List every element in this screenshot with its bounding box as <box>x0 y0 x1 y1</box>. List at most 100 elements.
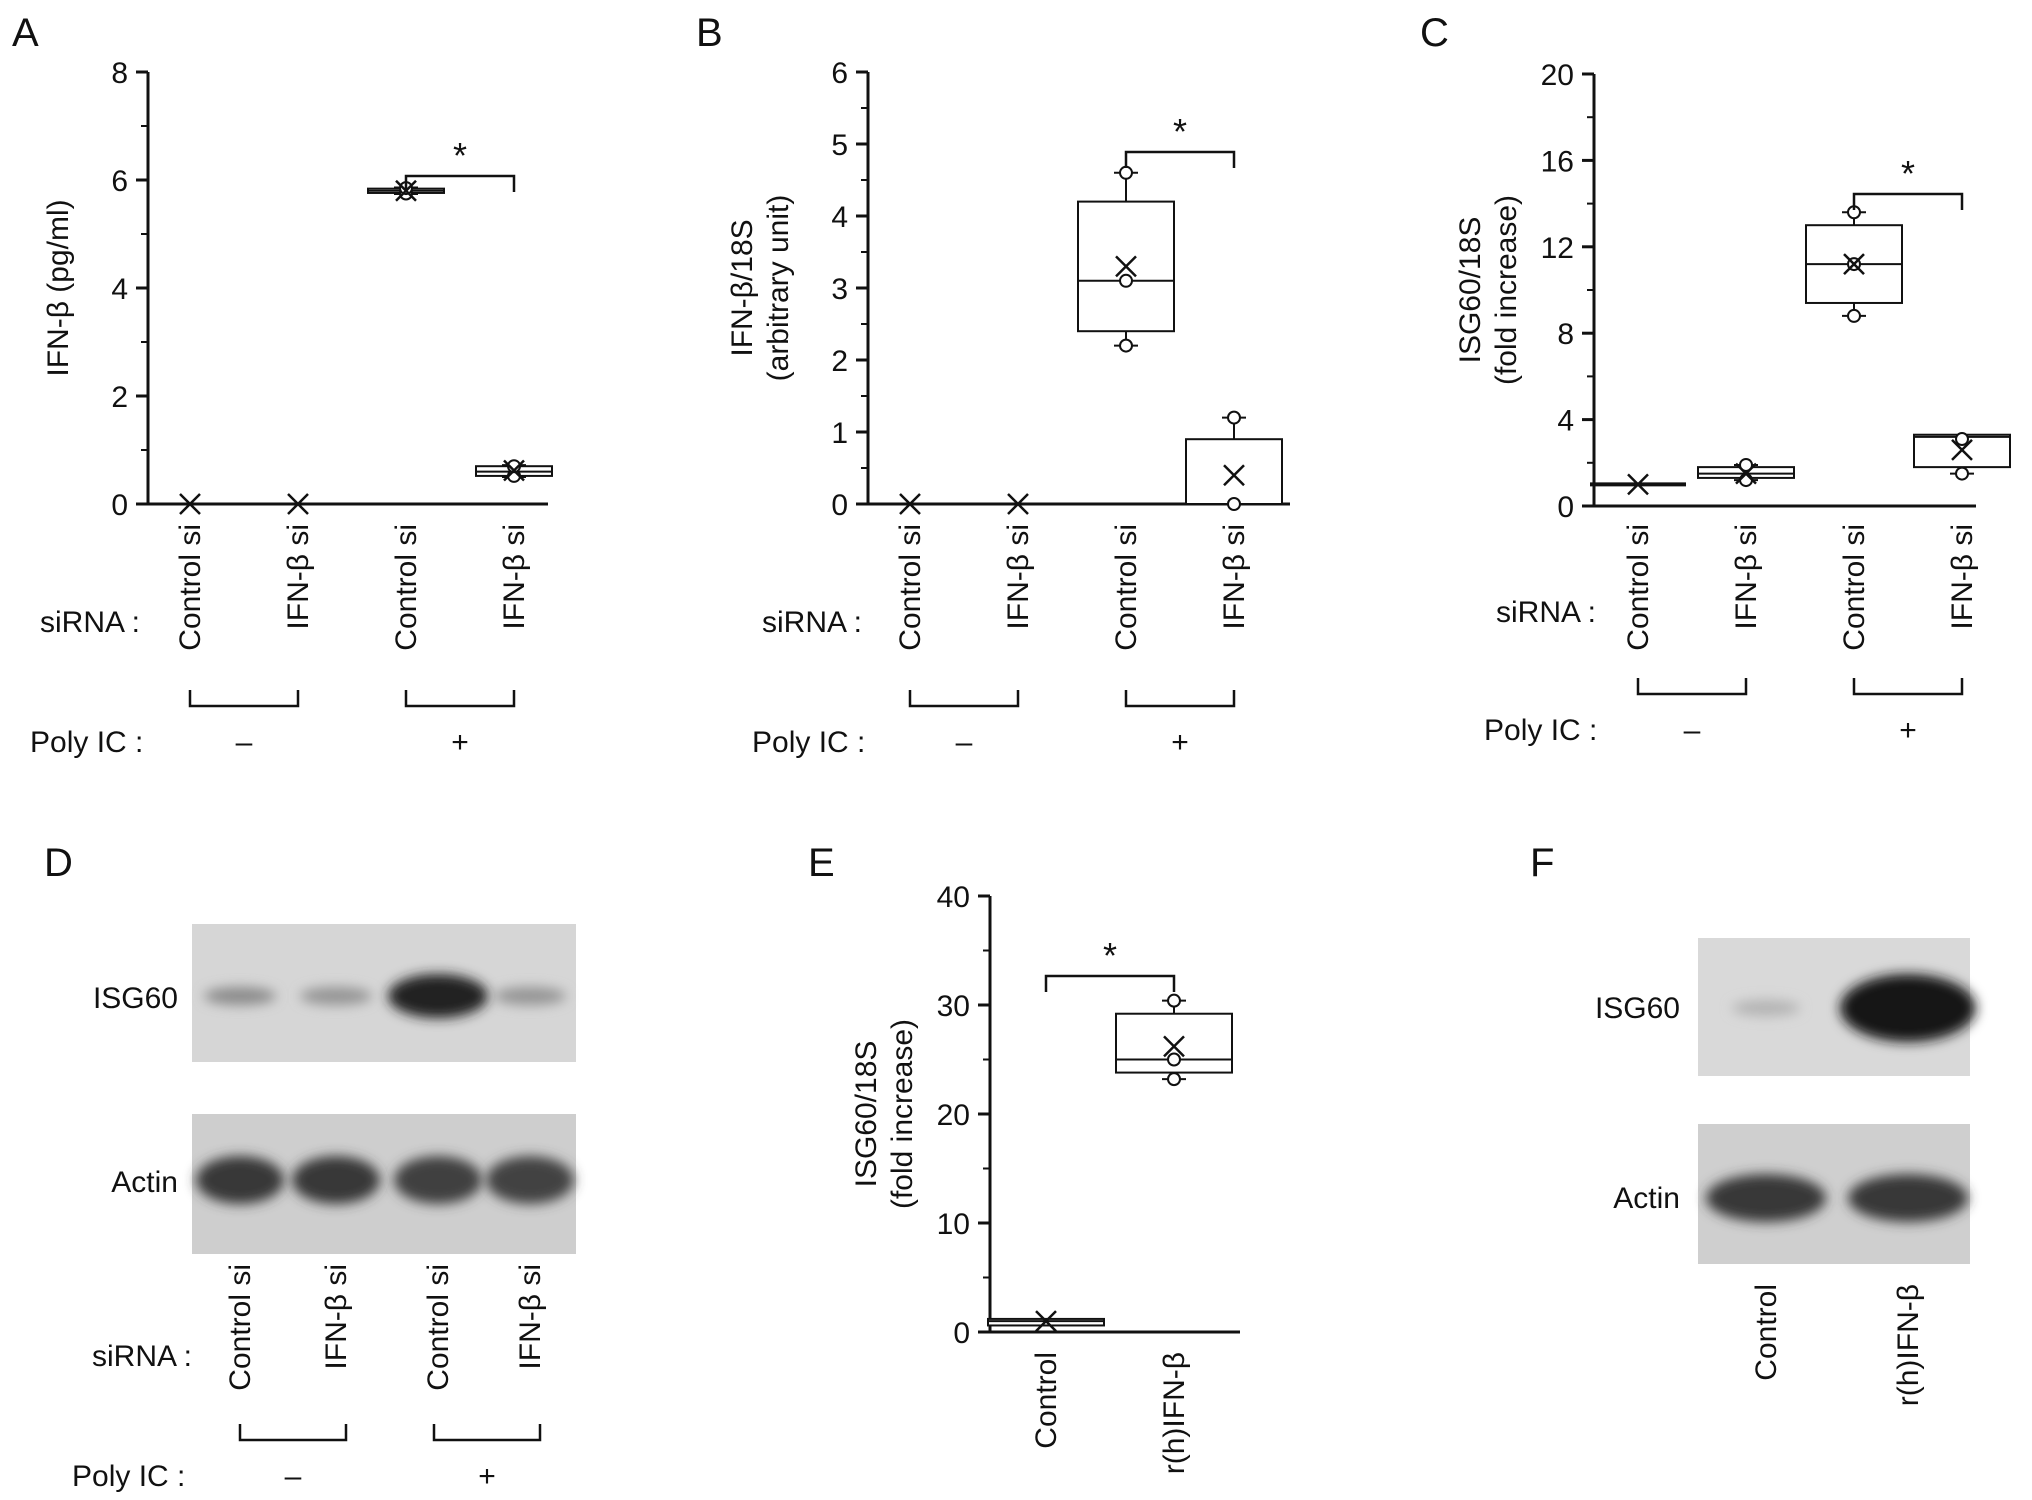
sirna-label-b: siRNA : <box>762 606 862 639</box>
mean-marker <box>503 459 525 482</box>
y-tick-label-b: 2 <box>831 345 848 378</box>
blot-f-actin-label: Actin <box>1613 1182 1680 1215</box>
category-label-e: r(h)IFN-β <box>1158 1352 1191 1474</box>
lane-label-f: Control <box>1750 1284 1783 1381</box>
category-label-a: Control si <box>174 524 207 651</box>
actin-band-d <box>394 1156 482 1204</box>
y-tick-label-e: 20 <box>937 1099 970 1132</box>
polyic-sign-c: + <box>1899 714 1917 747</box>
y-tick-label-b: 3 <box>831 273 848 306</box>
y-axis-label-a: IFN-β (pg/ml) <box>42 199 75 376</box>
y-tick-label-c: 16 <box>1541 145 1574 178</box>
panel-label-a: A <box>12 11 39 55</box>
group-bracket-a <box>188 690 300 708</box>
blot-d-actin-label: Actin <box>111 1166 178 1199</box>
box-e-2 <box>1115 993 1233 1087</box>
actin-band-f <box>1706 1174 1826 1222</box>
lane-label-d: Control si <box>422 1264 455 1391</box>
y-tick-label-a: 8 <box>111 57 128 90</box>
actin-band-d <box>196 1156 284 1204</box>
y-tick-label-b: 1 <box>831 417 848 450</box>
category-label-b: Control si <box>894 524 927 651</box>
box-c-1 <box>1590 473 1686 496</box>
chart-a: 0 2 4 6 8 IFN-β (pg/ml) * Control si IFN-β si Con… <box>42 57 553 759</box>
box-b-3 <box>1077 165 1175 353</box>
isg60-band-d <box>300 987 372 1005</box>
chart-c: 0 4 8 12 16 20 ISG60/18S (fold increase) * Contro… <box>1454 59 2011 747</box>
y-tick-label-e: 0 <box>953 1317 970 1350</box>
chart-b-labels: siRNA : Poly IC : <box>752 606 865 759</box>
lane-label-f: r(h)IFN-β <box>1892 1284 1925 1406</box>
y-axis-label2-c: (fold increase) <box>1490 195 1523 385</box>
data-point <box>1167 993 1181 1008</box>
polyic-label-b: Poly IC : <box>752 726 865 759</box>
polyic-sign-b: + <box>1171 726 1189 759</box>
sirna-label-d: siRNA : <box>92 1340 192 1373</box>
box-b-1 <box>899 493 921 515</box>
mean-marker <box>1035 1310 1057 1332</box>
data-point <box>1227 410 1241 425</box>
polyic-sign-a: – <box>236 726 253 759</box>
actin-band-d <box>292 1156 380 1204</box>
group-bracket-c <box>1636 678 1748 696</box>
mean-marker <box>287 493 309 515</box>
data-point <box>1119 273 1133 288</box>
panel-label-b: B <box>696 11 723 55</box>
mean-marker <box>1163 1035 1185 1058</box>
y-axis-label-e: ISG60/18S <box>850 1041 883 1188</box>
y-tick-label-c: 20 <box>1541 59 1574 92</box>
category-label-e: Control <box>1030 1352 1063 1449</box>
y-tick-label-c: 12 <box>1541 232 1574 265</box>
category-label-c: Control si <box>1622 524 1655 651</box>
mean-marker <box>1843 253 1865 275</box>
chart-c-labels: siRNA : Poly IC : <box>1484 596 1597 747</box>
actin-band-f <box>1848 1174 1968 1222</box>
data-point <box>1167 1052 1181 1067</box>
polyic-label-d: Poly IC : <box>72 1460 185 1493</box>
isg60-band-d <box>388 974 488 1018</box>
box-a-1 <box>179 493 201 515</box>
mean-marker <box>1223 464 1245 487</box>
y-tick-label-a: 4 <box>111 273 128 306</box>
sirna-label-a: siRNA : <box>40 606 140 639</box>
mean-marker <box>1735 462 1757 485</box>
blot-d-isg60-label: ISG60 <box>93 982 178 1015</box>
mean-marker <box>1007 493 1029 515</box>
significance-star-a: * <box>453 135 467 176</box>
category-label-b: IFN-β si <box>1002 524 1035 630</box>
box-b-2 <box>1007 493 1029 515</box>
y-tick-label-b: 5 <box>831 129 848 162</box>
chart-b: 0 1 2 3 4 5 6 IFN-β/18S (arbitrary unit) * Control… <box>726 57 1290 759</box>
lane-label-d: IFN-β si <box>320 1264 353 1370</box>
y-tick-label-b: 4 <box>831 201 848 234</box>
blot-f: ISG60 Actin Control r(h)IFN-β <box>1595 938 1976 1406</box>
lane-label-d: Control si <box>224 1264 257 1391</box>
box-c-4 <box>1913 432 2011 481</box>
y-tick-label-b: 0 <box>831 489 848 522</box>
group-bracket-b <box>1124 690 1236 708</box>
data-point <box>1119 338 1133 353</box>
polyic-sign-b: – <box>956 726 973 759</box>
category-label-a: IFN-β si <box>282 524 315 630</box>
isg60-band-d <box>204 987 276 1005</box>
group-bracket-c <box>1852 678 1964 696</box>
chart-a-labels: siRNA : Poly IC : <box>30 606 143 759</box>
significance-bracket-a <box>404 174 516 192</box>
polyic-label-a: Poly IC : <box>30 726 143 759</box>
actin-band-d <box>486 1156 574 1204</box>
y-axis-label2-b: (arbitrary unit) <box>762 195 795 382</box>
category-label-c: Control si <box>1838 524 1871 651</box>
category-label-b: Control si <box>1110 524 1143 651</box>
panel-label-c: C <box>1420 11 1449 55</box>
mean-marker <box>1951 438 1973 461</box>
mean-marker <box>179 493 201 515</box>
group-bracket-a <box>404 690 516 708</box>
y-axis-label-b: IFN-β/18S <box>726 219 759 356</box>
mean-marker <box>1627 473 1649 496</box>
significance-star-c: * <box>1901 153 1915 194</box>
box-a-2 <box>287 493 309 515</box>
isg60-band-f <box>1840 974 1976 1042</box>
polyic-sign-c: – <box>1684 714 1701 747</box>
polyic-sign-d: – <box>285 1460 302 1493</box>
